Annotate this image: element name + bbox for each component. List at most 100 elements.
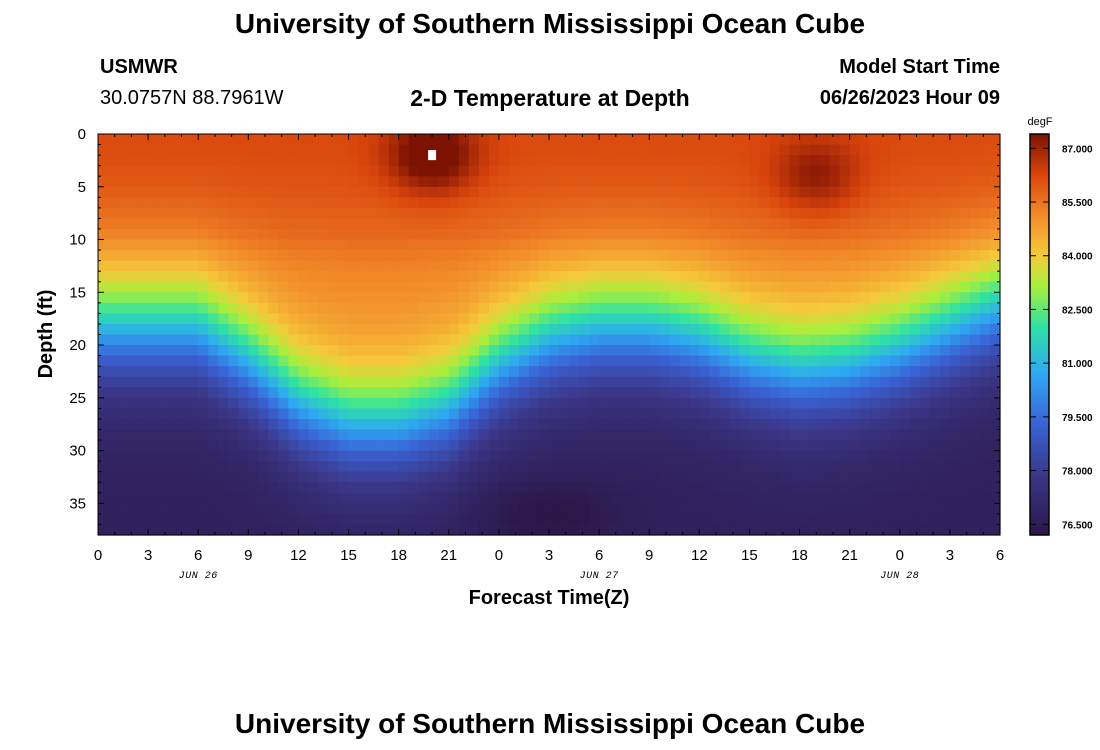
heatmap-cell: [689, 165, 700, 177]
heatmap-cell: [859, 429, 871, 441]
heatmap-cell: [98, 250, 109, 262]
heatmap-cell: [188, 355, 199, 367]
heatmap-cell: [559, 155, 570, 167]
heatmap-cell: [829, 408, 841, 420]
heatmap-cell: [709, 207, 720, 220]
y-tick-label: 5: [78, 179, 86, 196]
heatmap-cell: [979, 207, 991, 220]
heatmap-cell: [709, 440, 720, 452]
heatmap-cell: [779, 450, 791, 462]
heatmap-cell: [498, 366, 510, 378]
heatmap-cell: [448, 397, 460, 409]
heatmap-cell: [398, 239, 410, 251]
heatmap-cell: [268, 207, 279, 220]
heatmap-cell: [338, 271, 350, 283]
heatmap-cell: [328, 471, 340, 483]
heatmap-cell: [498, 429, 510, 441]
heatmap-cell: [649, 271, 660, 283]
heatmap-cell: [719, 186, 730, 198]
heatmap-cell: [559, 418, 570, 431]
heatmap-cell: [268, 218, 279, 230]
heatmap-cell: [869, 228, 881, 241]
heatmap-cell: [859, 513, 871, 526]
heatmap-cell: [118, 450, 129, 462]
heatmap-cell: [328, 397, 340, 409]
heatmap-cell: [759, 134, 771, 146]
heatmap-cell: [649, 429, 660, 441]
heatmap-cell: [368, 440, 380, 452]
heatmap-cell: [859, 144, 871, 156]
heatmap-cell: [188, 302, 199, 314]
heatmap-cell: [108, 165, 119, 177]
heatmap-cell: [549, 355, 560, 367]
heatmap-cell: [338, 239, 350, 251]
heatmap-cell: [639, 355, 650, 367]
heatmap-cell: [649, 313, 660, 325]
heatmap-cell: [348, 207, 360, 220]
heatmap-cell: [549, 387, 560, 399]
heatmap-cell: [458, 281, 470, 293]
heatmap-cell: [659, 482, 670, 494]
heatmap-cell: [238, 334, 249, 346]
heatmap-cell: [168, 313, 179, 325]
heatmap-cell: [298, 176, 310, 188]
heatmap-cell: [258, 197, 269, 209]
heatmap-cell: [108, 345, 119, 357]
heatmap-cell: [639, 144, 650, 156]
heatmap-cell: [448, 250, 460, 262]
heatmap-cell: [208, 323, 219, 336]
heatmap-cell: [198, 228, 209, 241]
heatmap-cell: [949, 271, 961, 283]
heatmap-cell: [989, 397, 1001, 409]
heatmap-cell: [178, 461, 189, 473]
heatmap-cell: [649, 524, 660, 536]
heatmap-cell: [258, 302, 269, 314]
heatmap-cell: [378, 397, 390, 409]
heatmap-cell: [959, 408, 971, 420]
heatmap-cell: [899, 176, 911, 188]
heatmap-cell: [989, 218, 1001, 230]
heatmap-cell: [168, 186, 179, 198]
heatmap-cell: [358, 186, 370, 198]
heatmap-cell: [368, 461, 380, 473]
heatmap-cell: [559, 440, 570, 452]
heatmap-cell: [368, 165, 380, 177]
heatmap-cell: [719, 387, 730, 399]
heatmap-cell: [589, 260, 600, 272]
heatmap-cell: [719, 228, 730, 241]
heatmap-cell: [328, 366, 340, 378]
heatmap-cell: [569, 492, 580, 504]
heatmap-cell: [228, 155, 239, 167]
heatmap-cell: [869, 313, 881, 325]
heatmap-cell: [659, 207, 670, 220]
heatmap-cell: [819, 513, 831, 526]
heatmap-cell: [308, 429, 320, 441]
x-tick-label: 18: [791, 547, 808, 564]
heatmap-cell: [679, 471, 690, 483]
heatmap-cell: [148, 302, 159, 314]
heatmap-cell: [889, 397, 901, 409]
heatmap-cell: [448, 197, 460, 209]
heatmap-cell: [639, 313, 650, 325]
heatmap-cell: [458, 260, 470, 272]
heatmap-cell: [569, 461, 580, 473]
heatmap-cell: [538, 471, 550, 483]
heatmap-cell: [549, 397, 560, 409]
heatmap-cell: [969, 165, 981, 177]
heatmap-cell: [178, 503, 189, 515]
heatmap-cell: [719, 239, 730, 251]
heatmap-cell: [789, 271, 801, 283]
heatmap-cell: [478, 482, 490, 494]
heatmap-cell: [468, 239, 480, 251]
heatmap-cell: [849, 239, 861, 251]
heatmap-cell: [278, 281, 290, 293]
heatmap-cell: [428, 323, 440, 336]
heatmap-cell: [839, 313, 851, 325]
heatmap-cell: [358, 271, 370, 283]
heatmap-cell: [949, 503, 961, 515]
heatmap-cell: [258, 366, 269, 378]
heatmap-cell: [258, 176, 269, 188]
heatmap-cell: [258, 492, 269, 504]
heatmap-cell: [308, 228, 320, 241]
heatmap-cell: [729, 450, 741, 462]
